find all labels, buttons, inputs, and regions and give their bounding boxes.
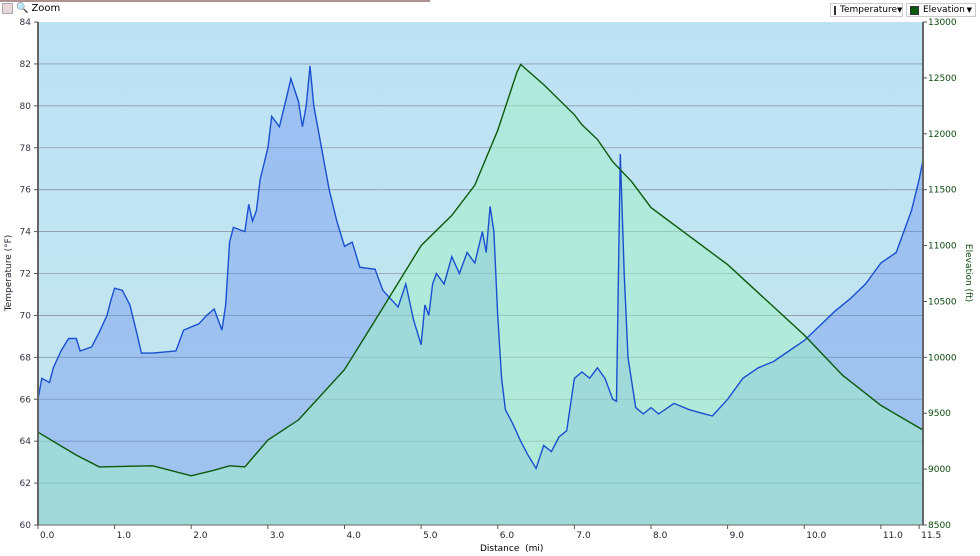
x-tick-label: 7.0 bbox=[576, 531, 591, 541]
y-tick-label-left: 70 bbox=[20, 311, 32, 321]
elevation-line bbox=[37, 63, 924, 477]
y-tick-label-left: 68 bbox=[20, 353, 32, 363]
x-tick-label: 5.0 bbox=[423, 531, 438, 541]
y-tick-label-right: 11000 bbox=[928, 242, 957, 252]
y-tick-label-right: 11500 bbox=[928, 186, 957, 196]
y-tick-label-left: 74 bbox=[20, 228, 32, 238]
x-tick-label: 9.0 bbox=[730, 531, 745, 541]
chevron-down-icon: ▼ bbox=[966, 6, 972, 14]
divider bbox=[0, 0, 430, 2]
x-tick-label: 3.0 bbox=[270, 531, 285, 541]
y-tick-label-right: 10500 bbox=[928, 297, 957, 307]
x-tick-label: 0.0 bbox=[40, 531, 55, 541]
toolbar: 🔍 Zoom Temperature ▼ Elevation ▼ bbox=[0, 0, 980, 20]
x-tick-label: 10.0 bbox=[806, 531, 826, 541]
elevation-select-label: Elevation bbox=[923, 5, 965, 15]
elevation-swatch bbox=[910, 5, 919, 15]
temperature-swatch bbox=[834, 5, 836, 15]
left-axis-label: Temperature (°F) bbox=[4, 235, 14, 313]
x-tick-label: 11.5 bbox=[921, 531, 941, 541]
x-axis-label: Distance (mi) bbox=[480, 544, 543, 554]
y-tick-label-right: 9500 bbox=[928, 409, 951, 419]
y-tick-label-right: 8500 bbox=[928, 521, 951, 531]
y-tick-label-left: 84 bbox=[20, 18, 32, 28]
right-axis-label: Elevation (ft) bbox=[963, 244, 973, 302]
elevation-series-select[interactable]: Elevation ▼ bbox=[906, 3, 976, 17]
temperature-line bbox=[37, 65, 924, 471]
zoom-label: Zoom bbox=[31, 3, 61, 14]
x-tick-label: 2.0 bbox=[193, 531, 208, 541]
x-tick-label: 8.0 bbox=[653, 531, 668, 541]
y-tick-label-right: 9000 bbox=[928, 465, 951, 475]
x-tick-label: 4.0 bbox=[346, 531, 361, 541]
y-tick-label-left: 60 bbox=[20, 521, 32, 531]
x-tick-label: 11.0 bbox=[883, 531, 903, 541]
x-tick-label: 1.0 bbox=[117, 531, 132, 541]
y-tick-label-left: 76 bbox=[20, 186, 32, 196]
y-tick-label-left: 78 bbox=[20, 144, 32, 154]
magnifier-icon: 🔍 bbox=[16, 3, 29, 14]
y-tick-label-left: 72 bbox=[20, 270, 31, 280]
y-tick-label-left: 80 bbox=[20, 102, 32, 112]
y-tick-label-right: 13000 bbox=[928, 18, 957, 28]
elevation-area bbox=[38, 64, 923, 525]
zoom-checkbox[interactable] bbox=[2, 3, 13, 14]
zoom-toggle[interactable]: 🔍 Zoom bbox=[2, 3, 60, 14]
y-tick-label-left: 64 bbox=[20, 437, 32, 447]
y-tick-label-left: 62 bbox=[20, 479, 31, 489]
y-tick-label-right: 12000 bbox=[928, 130, 957, 140]
y-tick-label-left: 66 bbox=[20, 395, 32, 405]
temperature-series-select[interactable]: Temperature ▼ bbox=[830, 3, 903, 17]
x-tick-label: 6.0 bbox=[500, 531, 515, 541]
y-tick-label-left: 82 bbox=[20, 60, 31, 70]
y-tick-label-right: 10000 bbox=[928, 353, 957, 363]
chevron-down-icon: ▼ bbox=[897, 6, 903, 14]
y-tick-label-right: 12500 bbox=[928, 74, 957, 84]
temperature-select-label: Temperature bbox=[840, 5, 898, 15]
